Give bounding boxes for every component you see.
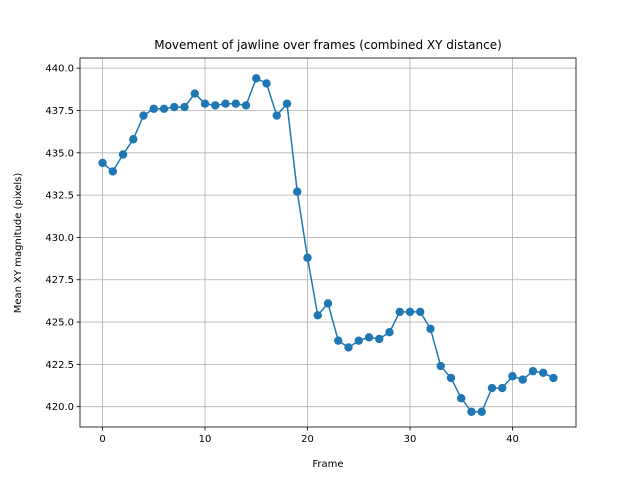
x-axis-label: Frame bbox=[312, 459, 343, 470]
data-point bbox=[211, 101, 220, 110]
data-point bbox=[293, 187, 302, 196]
y-tick-label: 422.5 bbox=[45, 360, 74, 371]
x-tick-label: 40 bbox=[506, 434, 519, 445]
x-tick-label: 10 bbox=[199, 434, 212, 445]
x-tick-label: 20 bbox=[301, 434, 314, 445]
y-tick-label: 435.0 bbox=[45, 148, 74, 159]
data-point bbox=[528, 366, 538, 376]
data-point bbox=[118, 150, 128, 159]
data-point bbox=[508, 372, 517, 381]
y-tick-label: 432.5 bbox=[45, 191, 74, 202]
y-tick-label: 440.0 bbox=[45, 64, 74, 75]
data-point bbox=[221, 99, 230, 108]
data-point bbox=[282, 99, 292, 108]
data-point bbox=[190, 89, 199, 98]
data-point bbox=[334, 336, 343, 345]
data-point bbox=[436, 361, 445, 371]
y-tick-label: 427.5 bbox=[45, 275, 74, 286]
data-point bbox=[354, 336, 363, 345]
data-point bbox=[426, 324, 435, 334]
data-point bbox=[139, 111, 148, 120]
grid bbox=[80, 58, 576, 427]
data-point bbox=[539, 368, 548, 378]
chart-title: Movement of jawline over frames (combine… bbox=[154, 38, 502, 52]
data-point bbox=[467, 407, 476, 416]
data-point bbox=[200, 99, 210, 108]
data-point bbox=[364, 333, 374, 342]
data-point bbox=[477, 407, 486, 416]
data-point bbox=[98, 158, 107, 168]
series-line bbox=[102, 77, 554, 413]
data-point bbox=[385, 328, 394, 337]
data-point bbox=[313, 311, 322, 320]
data-point bbox=[487, 383, 497, 393]
data-point bbox=[303, 253, 312, 262]
data-point bbox=[108, 167, 117, 176]
data-point bbox=[149, 104, 158, 113]
data-point bbox=[129, 135, 138, 144]
y-tick-label: 437.5 bbox=[45, 106, 74, 117]
data-point bbox=[159, 104, 169, 113]
data-point bbox=[344, 343, 353, 352]
y-tick-label: 420.0 bbox=[45, 402, 74, 413]
data-point bbox=[262, 79, 271, 88]
x-tick-label: 0 bbox=[99, 434, 105, 445]
data-point bbox=[231, 99, 240, 108]
data-point bbox=[241, 101, 251, 110]
data-point bbox=[446, 373, 456, 383]
y-axis-label: Mean XY magnitude (pixels) bbox=[13, 173, 24, 314]
data-point bbox=[375, 334, 384, 344]
series-jawline bbox=[98, 74, 558, 416]
data-point bbox=[457, 394, 466, 403]
data-point bbox=[416, 307, 425, 317]
data-point bbox=[323, 299, 333, 308]
y-tick-label: 430.0 bbox=[45, 233, 74, 244]
data-point bbox=[170, 102, 179, 112]
data-point bbox=[272, 111, 281, 120]
y-tick-label: 425.0 bbox=[45, 318, 74, 329]
data-point bbox=[252, 74, 261, 83]
data-point bbox=[498, 383, 507, 393]
axes: 0 10 20 30 40 420.0 422.5 425.0 427.5 430.0 432.5 4… bbox=[45, 57, 577, 445]
data-point bbox=[518, 375, 527, 384]
data-point bbox=[395, 307, 404, 317]
x-tick-label: 30 bbox=[404, 434, 417, 445]
data-point bbox=[405, 307, 415, 317]
data-point bbox=[549, 373, 558, 383]
plot-frame bbox=[79, 57, 577, 428]
data-point bbox=[180, 102, 189, 112]
